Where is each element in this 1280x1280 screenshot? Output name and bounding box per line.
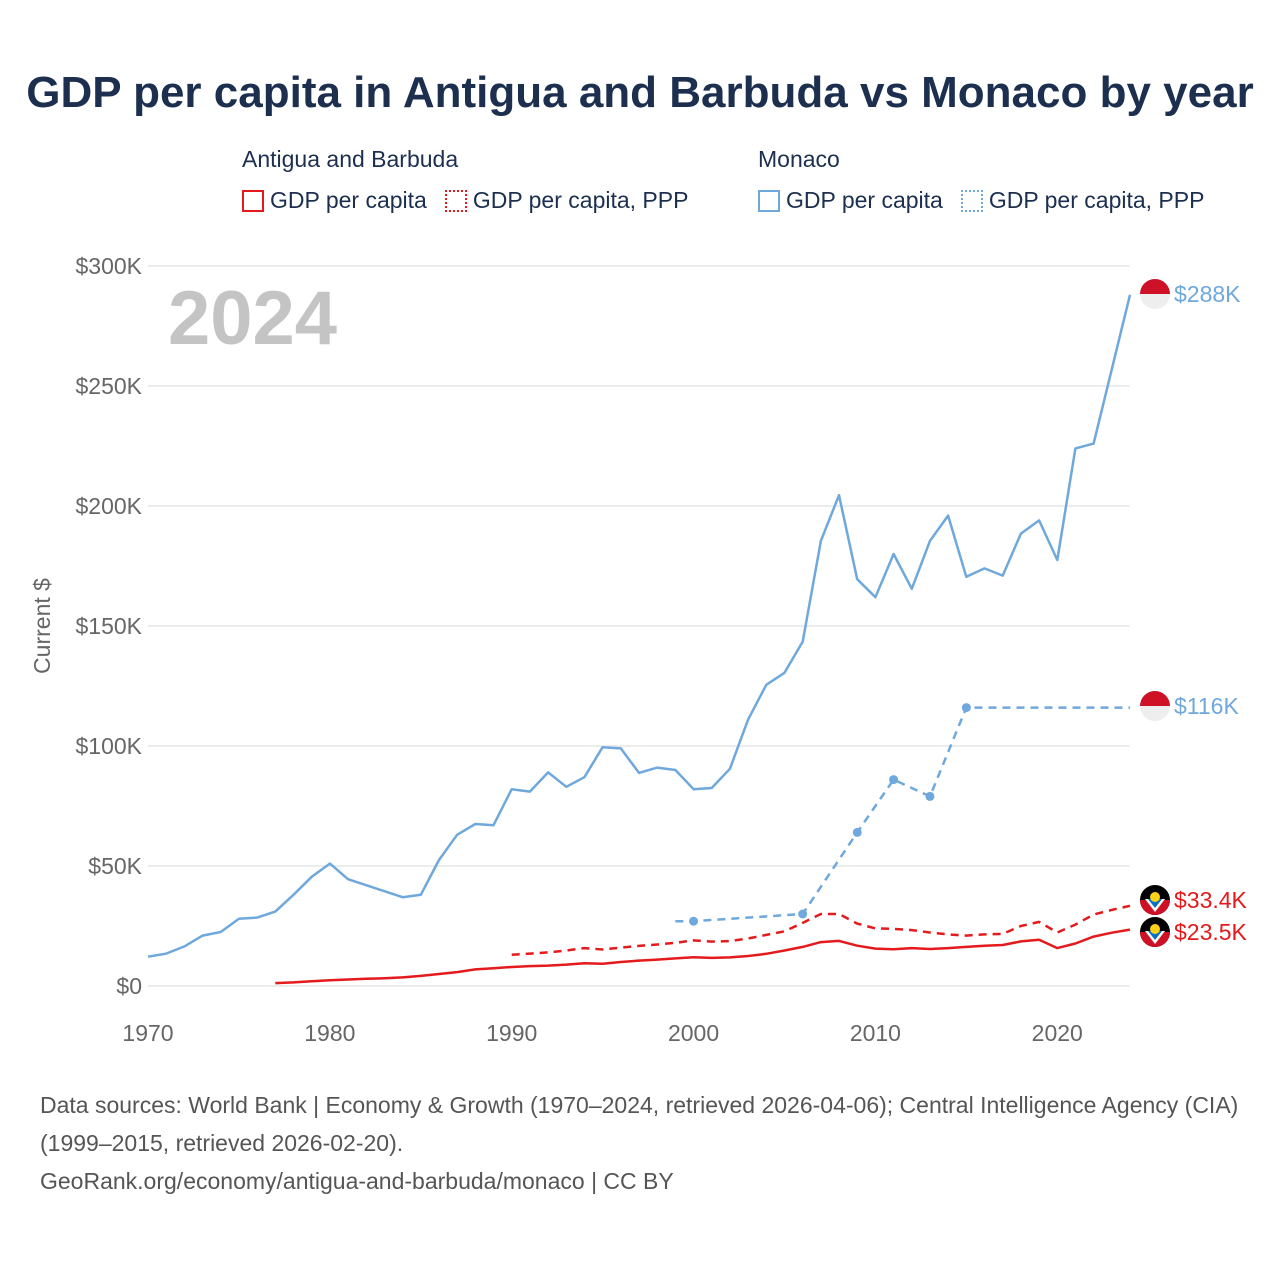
legend-item-label: GDP per capita [270, 187, 427, 213]
legend-swatch-solid [242, 189, 264, 212]
data-point [889, 775, 899, 785]
legend-item-antigua-ppp[interactable]: GDP per capita, PPP [444, 187, 689, 214]
legend-group-name: Antigua and Barbuda [242, 146, 459, 172]
x-tick-label: 2020 [1032, 1020, 1083, 1046]
y-tick-label: $0 [116, 973, 142, 999]
y-tick-label: $150K [75, 613, 142, 639]
series-line-antigua-gdp [275, 928, 1131, 985]
y-tick-label: $300K [75, 253, 142, 279]
series-line-antigua-ppp [511, 904, 1131, 957]
data-point [961, 703, 971, 713]
chart-title: GDP per capita in Antigua and Barbuda vs… [26, 68, 1254, 117]
x-tick-label: 1980 [304, 1020, 355, 1046]
legend-group-antigua: Antigua and Barbuda GDP per capita GDP p… [242, 146, 688, 214]
flag-badge-monaco [1140, 691, 1170, 721]
legend-swatch-dotted [444, 189, 467, 212]
series-layer [147, 294, 1132, 985]
flag-antigua-blue [1148, 931, 1162, 940]
flag-antigua-blue [1148, 899, 1162, 908]
line-chart: $0 $50K $100K $150K $200K $250K $300K 1970 1980 1… [29, 253, 1248, 1046]
x-tick-label: 2000 [668, 1020, 719, 1046]
flag-antigua-sun [1150, 892, 1160, 902]
end-value-label: $288K [1174, 281, 1241, 307]
legend-swatch-dotted [960, 189, 983, 212]
credit-link[interactable]: GeoRank.org/economy/antigua-and-barbuda/… [40, 1168, 674, 1194]
flag-badge-monaco [1140, 279, 1170, 309]
data-point [798, 909, 808, 919]
y-tick-label: $250K [75, 373, 142, 399]
x-tick-label: 2010 [850, 1020, 901, 1046]
year-watermark: 2024 [168, 276, 337, 361]
end-value-label: $33.4K [1174, 887, 1248, 913]
flag-badge-antigua [1140, 885, 1170, 915]
flag-monaco-red-half [1140, 279, 1170, 294]
y-tick-label: $50K [88, 853, 142, 879]
data-sources: Data sources: World Bank | Economy & Gro… [40, 1092, 1239, 1156]
series-line-monaco-ppp [675, 706, 1130, 923]
end-value-label: $23.5K [1174, 919, 1248, 945]
footer: Data sources: World Bank | Economy & Gro… [40, 1086, 1250, 1200]
end-value-label: $116K [1174, 693, 1239, 719]
flag-monaco-red-half [1140, 691, 1170, 706]
legend-swatch-solid [758, 189, 780, 212]
data-point [689, 916, 699, 926]
x-tick-label: 1990 [486, 1020, 537, 1046]
flag-badge-antigua [1140, 917, 1170, 947]
grid-layer [148, 265, 1130, 987]
x-tick-label: 1970 [122, 1020, 173, 1046]
legend-item-label: GDP per capita, PPP [472, 187, 689, 213]
axis-layer: $0 $50K $100K $150K $200K $250K $300K 1970 1980 1… [75, 253, 1082, 1046]
legend-item-label: GDP per capita [786, 187, 943, 213]
legend-item-label: GDP per capita, PPP [988, 187, 1205, 213]
y-tick-label: $200K [75, 493, 142, 519]
y-tick-label: $100K [75, 733, 142, 759]
data-point [852, 827, 862, 837]
legend-item-monaco-gdp[interactable]: GDP per capita [758, 187, 943, 214]
y-axis-title: Current $ [29, 578, 55, 674]
label-layer: $288K $116K $33.4K $23.5K [1140, 279, 1248, 947]
series-line-monaco-gdp [147, 294, 1132, 958]
legend-item-antigua-gdp[interactable]: GDP per capita [242, 187, 427, 214]
legend-item-monaco-ppp[interactable]: GDP per capita, PPP [960, 187, 1205, 214]
legend-group-monaco: Monaco GDP per capita GDP per capita, PP… [758, 146, 1204, 214]
legend-group-name: Monaco [758, 146, 840, 172]
flag-antigua-sun [1150, 924, 1160, 934]
data-point [925, 791, 935, 801]
